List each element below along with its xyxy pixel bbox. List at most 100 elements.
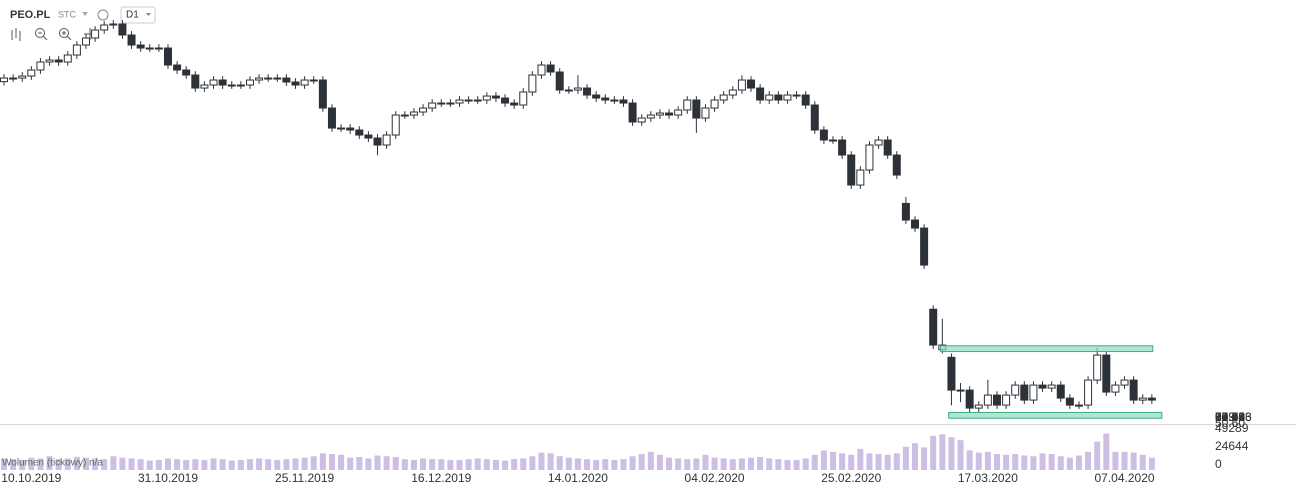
y-tick-label: 56.46 xyxy=(1215,410,1245,424)
volume-bar xyxy=(210,458,217,470)
volume-bar xyxy=(365,458,372,470)
candle-body xyxy=(892,154,901,176)
volume-bar xyxy=(356,456,363,470)
candle-body xyxy=(1102,354,1111,393)
x-tick-label: 16.12.2019 xyxy=(411,471,471,485)
candle-body xyxy=(947,356,956,391)
y-tick-label: 79.91 xyxy=(1215,410,1245,424)
candle-body xyxy=(1111,384,1120,393)
tool-icons[interactable] xyxy=(11,28,96,41)
zoom-in[interactable] xyxy=(59,28,69,38)
volume-bar xyxy=(1075,455,1082,470)
interval-arrow[interactable] xyxy=(146,13,151,16)
candle-body xyxy=(592,94,601,99)
candle-body xyxy=(209,79,218,86)
volume-bar xyxy=(502,460,509,470)
volume-bar xyxy=(383,456,390,470)
volume-bar xyxy=(720,458,727,470)
candle-body xyxy=(637,117,646,123)
zoom-out[interactable] xyxy=(35,28,45,38)
x-tick-label: 31.10.2019 xyxy=(138,471,198,485)
volume-bar xyxy=(848,454,855,470)
volume-bar xyxy=(948,437,955,470)
candle-body xyxy=(373,137,382,146)
volume-bar xyxy=(201,459,208,470)
volume-bar xyxy=(319,453,326,470)
candle-body xyxy=(710,99,719,109)
candle-body xyxy=(655,112,664,116)
symbol[interactable]: PEO.PL xyxy=(10,9,51,21)
candle-body xyxy=(45,59,54,63)
volume-bar xyxy=(1021,455,1028,470)
interval-box[interactable] xyxy=(120,6,156,24)
candle-body xyxy=(1065,397,1074,406)
candle-body xyxy=(501,97,510,104)
candle-body xyxy=(528,74,537,93)
candle-body xyxy=(91,29,100,39)
info-icon[interactable] xyxy=(97,9,109,21)
candle-body xyxy=(965,389,974,409)
candle-body xyxy=(674,109,683,116)
candle-body xyxy=(1074,404,1083,407)
volume-bar xyxy=(793,459,800,470)
volume-bar xyxy=(392,456,399,470)
volume-bar xyxy=(675,458,682,470)
volume-bar xyxy=(921,447,928,470)
candle-body xyxy=(537,64,546,76)
candle-body xyxy=(792,94,801,97)
candle-body xyxy=(264,77,273,80)
volume-bar xyxy=(957,440,964,470)
candle-body xyxy=(546,64,555,73)
candle-body xyxy=(1002,394,1011,406)
candle-body xyxy=(819,129,828,141)
volume-bar xyxy=(164,458,171,470)
volume-bar xyxy=(55,459,62,470)
volume-bar xyxy=(711,457,718,470)
candle-body xyxy=(956,389,965,392)
candle-body xyxy=(765,94,774,101)
candle-body xyxy=(1147,397,1156,401)
candle-body xyxy=(437,102,446,105)
candle-body xyxy=(9,77,18,80)
x-tick-label: 10.10.2019 xyxy=(1,471,61,485)
x-tick-label: 25.11.2019 xyxy=(275,471,334,485)
candle-body xyxy=(482,95,491,101)
volume-bar xyxy=(183,459,190,470)
candle-tool[interactable] xyxy=(11,28,21,41)
volume-bar xyxy=(839,453,846,470)
y-tick-label: 50.60 xyxy=(1215,416,1245,430)
y-tick-label: 85.78 xyxy=(1215,410,1245,424)
interval[interactable]: D1 xyxy=(126,10,139,21)
candle-body xyxy=(1084,379,1093,406)
volume-bar xyxy=(966,450,973,470)
candle-body xyxy=(409,111,418,116)
volume-bar xyxy=(492,459,499,470)
volume-bar xyxy=(784,459,791,470)
candle-body xyxy=(756,87,765,101)
volume-title: Wolumen (tickowy) n/a xyxy=(2,458,103,469)
dropdown-arrow[interactable] xyxy=(82,12,88,16)
volume-bar xyxy=(1085,451,1092,470)
candle-body xyxy=(801,94,810,106)
candle-body xyxy=(610,99,619,102)
volume-bar xyxy=(438,459,445,470)
candle-body xyxy=(428,102,437,109)
volume-bar xyxy=(830,451,837,470)
candle-body xyxy=(1056,384,1065,399)
candle-body xyxy=(829,139,838,142)
volume-bar xyxy=(101,459,108,470)
volume-bar xyxy=(347,457,354,470)
candle-body xyxy=(0,77,8,83)
instrument-kind[interactable]: STC xyxy=(58,9,77,19)
candle-body xyxy=(601,97,610,101)
candle-body xyxy=(81,37,90,46)
candle-body xyxy=(783,94,792,101)
candle-body xyxy=(255,77,264,81)
volume-bar xyxy=(410,459,417,470)
candle-body xyxy=(810,104,819,131)
volume-bar xyxy=(128,458,135,470)
volume-bar xyxy=(912,443,918,470)
y-tick-label: 109.23 xyxy=(1215,410,1252,424)
volume-bar xyxy=(574,458,581,470)
volume-bar xyxy=(228,460,235,470)
